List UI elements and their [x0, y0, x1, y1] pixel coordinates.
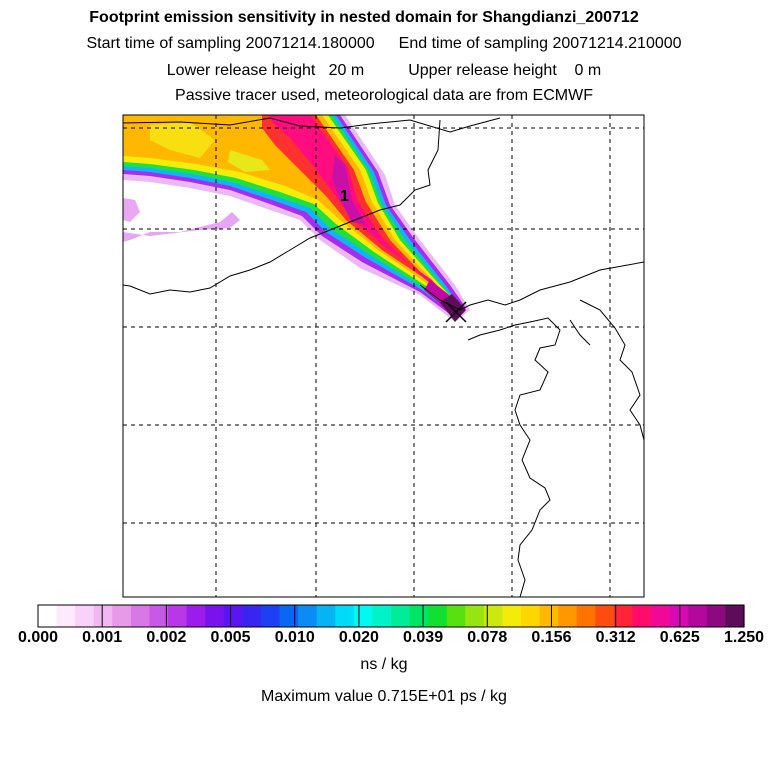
tracer-note: Passive tracer used, meteorological data…: [175, 87, 593, 104]
colorbar-cell: [75, 605, 95, 627]
plume-band-orange: [123, 115, 456, 310]
colorbar-cell: [56, 605, 76, 627]
colorbar-cell: [651, 605, 671, 627]
colorbar-cell: [688, 605, 708, 627]
figure-title: Footprint emission sensitivity in nested…: [89, 9, 639, 26]
colorbar-cell: [335, 605, 355, 627]
colorbar-cell: [632, 605, 652, 627]
colorbar-cell: [186, 605, 206, 627]
colorbar-cell: [521, 605, 541, 627]
coast-line: [419, 261, 644, 311]
start-time: Start time of sampling 20071214.180000: [86, 35, 375, 52]
colorbar-cell: [483, 605, 504, 627]
colorbar-tick-label: 0.001: [82, 629, 123, 646]
colorbar-tick-label: 0.625: [659, 629, 700, 646]
x-cross-icon: [445, 301, 467, 323]
colorbar-cell: [669, 605, 689, 627]
colorbar-cell: [168, 605, 188, 627]
upper-release-height: Upper release height 0 m: [408, 62, 602, 79]
colorbar-cell: [316, 605, 336, 627]
colorbar-cell: [428, 605, 448, 627]
colorbar-tick-label: 0.000: [17, 629, 59, 646]
colorbar-tick-label: 0.020: [338, 629, 379, 646]
colorbar-cell: [353, 605, 374, 627]
colorbar-cell: [279, 605, 299, 627]
colorbar-tick-label: 0.078: [467, 629, 508, 646]
coast-line: [579, 299, 644, 441]
colorbar-cell: [130, 605, 151, 627]
colorbar-cell: [38, 605, 58, 627]
colorbar-tick-label: 0.156: [531, 629, 572, 646]
colorbar-cell: [260, 605, 281, 627]
end-time: End time of sampling 20071214.210000: [398, 35, 682, 52]
grid: [123, 115, 644, 597]
plume-yellow-patch: [228, 150, 270, 172]
colorbar-cell: [576, 605, 596, 627]
colorbar-cell: [112, 605, 132, 627]
colorbar-cell: [298, 605, 318, 627]
colorbar-tick-label: 0.039: [403, 629, 444, 646]
release-label: 1: [340, 188, 349, 205]
colorbar-units: ns / kg: [360, 656, 408, 673]
colorbar-cell: [93, 605, 113, 627]
colorbar-cell: [539, 605, 559, 627]
colorbar-cell: [725, 605, 745, 627]
sampling-time-line: Start time of sampling 20071214.180000 En…: [0, 34, 768, 54]
colorbar-cell: [149, 605, 169, 627]
plume-faint-patch: [123, 198, 140, 222]
colorbar-cell: [205, 605, 225, 627]
colorbar-tick-label: 0.010: [274, 629, 315, 646]
coast-line: [467, 317, 561, 597]
colorbar-cell: [372, 605, 392, 627]
colorbar-cell: [595, 605, 615, 627]
maximum-value: Maximum value 0.715E+01 ps / kg: [261, 688, 507, 705]
colorbar-cell: [465, 605, 485, 627]
colorbar-tick-label: 1.250: [723, 629, 765, 646]
colorbar-cell: [613, 605, 634, 627]
lower-release-height: Lower release height 20 m: [166, 62, 365, 79]
colorbar-tick-label: 0.005: [210, 629, 251, 646]
plume-band-purple: [332, 155, 366, 225]
plume-yellow-patch: [150, 122, 215, 158]
map-frame: [122, 114, 645, 598]
colorbar-cell: [223, 605, 243, 627]
colorbar-frame: [37, 604, 745, 628]
colorbar-cell: [409, 605, 429, 627]
coast-line: [569, 319, 591, 346]
plume-band-magenta: [270, 115, 455, 306]
colorbar-cell: [446, 605, 466, 627]
colorbar-cell: [706, 605, 727, 627]
plume-faint-patch: [123, 212, 240, 242]
colorbar-tick-label: 0.312: [595, 629, 636, 646]
colorbar-tick-label: 0.002: [146, 629, 187, 646]
border-line: [123, 119, 441, 295]
plume-layer: [123, 115, 470, 322]
release-height-line: Lower release height 20 m Upper release h…: [0, 61, 768, 81]
colorbar-cell: [558, 605, 578, 627]
colorbar-cell: [242, 605, 262, 627]
colorbar-cell: [391, 605, 411, 627]
colorbar-cell: [502, 605, 522, 627]
